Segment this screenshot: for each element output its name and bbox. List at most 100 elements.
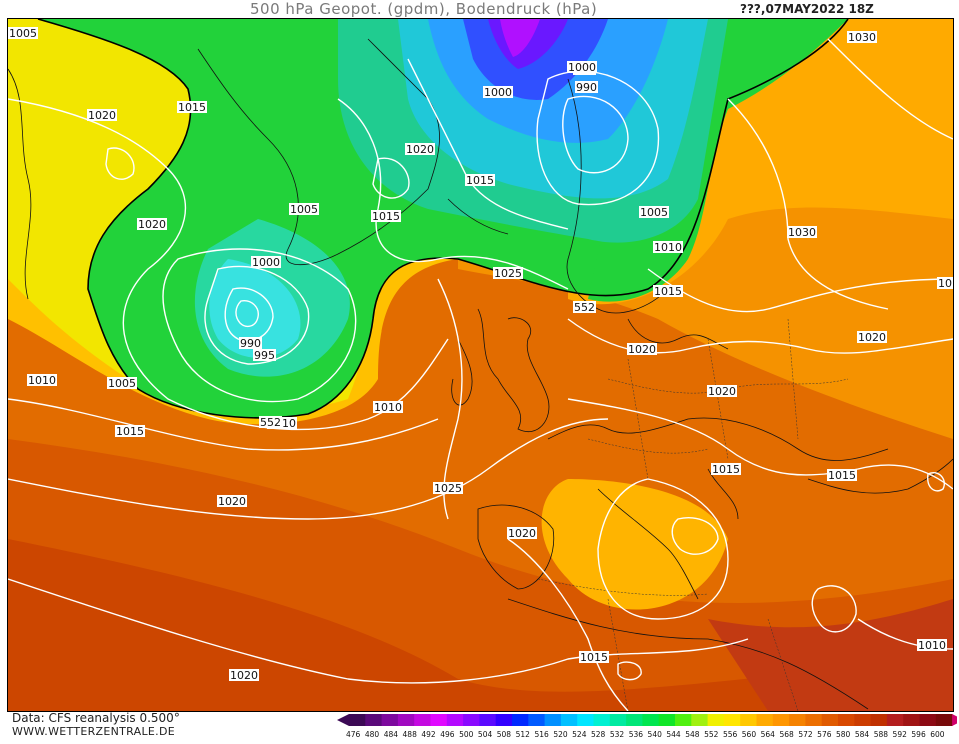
footer: Data: CFS reanalysis 0.500° WWW.WETTERZE… (12, 711, 180, 739)
legend-label: 520 (553, 730, 568, 739)
legend-label: 580 (836, 730, 851, 739)
isobar-label: 1015 (712, 463, 740, 476)
isobar-label: 1020 (508, 527, 536, 540)
run-time-label: ???,07MAY2022 18Z (740, 2, 874, 16)
legend-swatch (838, 714, 855, 726)
legend-label: 480 (365, 730, 380, 739)
legend-swatch (805, 714, 823, 726)
legend-label: 484 (384, 730, 399, 739)
legend-label: 492 (421, 730, 436, 739)
isobar-label-bg (251, 256, 281, 268)
legend-label: 556 (723, 730, 738, 739)
legend-label: 544 (666, 730, 681, 739)
legend-swatch (675, 714, 692, 726)
legend-label: 496 (440, 730, 455, 739)
legend-label: 552 (704, 730, 719, 739)
isobar-label-bg (433, 482, 463, 494)
isobar-label: 1015 (580, 651, 608, 664)
isobar-label: 1015 (372, 210, 400, 223)
isobar-label-bg (639, 206, 669, 218)
band-588 (8, 539, 953, 711)
legend-swatch (495, 714, 513, 726)
isobar-label-bg (575, 81, 598, 93)
isobar-label-bg (373, 401, 403, 413)
legend-label: 560 (742, 730, 757, 739)
isobar-label-bg (137, 218, 167, 230)
legend-arrow-left (337, 714, 349, 726)
legend-swatch (609, 714, 627, 726)
isobar-label-bg (27, 374, 57, 386)
isobar-label: 1015 (466, 174, 494, 187)
legend-label: 596 (911, 730, 926, 739)
isobar-label: 1020 (858, 331, 886, 344)
isobar-label-bg (483, 86, 513, 98)
legend-label: 564 (761, 730, 776, 739)
band-592 (708, 599, 953, 711)
legend-swatch (723, 714, 741, 726)
legend-swatch (349, 714, 366, 726)
isobar-label-bg (627, 343, 657, 355)
legend-swatch (397, 714, 415, 726)
legend-swatch (593, 714, 611, 726)
isobar-label-bg (217, 495, 247, 507)
isobar-label-bg (177, 101, 207, 113)
isobar-label: 1005 (108, 377, 136, 390)
isobar-label: 995 (254, 349, 275, 362)
isobar-label: 1020 (230, 669, 258, 682)
isobar-label: 1015 (178, 101, 206, 114)
isobar-label: 1020 (88, 109, 116, 122)
isobar-label: 1005 (9, 27, 37, 40)
legend-swatch (870, 714, 888, 726)
isobar-label-bg (465, 174, 495, 186)
isobar-label-bg (253, 349, 276, 361)
legend-swatch (512, 714, 529, 726)
isobar-label-bg (579, 651, 609, 663)
isobar-label: 1030 (848, 31, 876, 44)
isobar-label: 1025 (434, 482, 462, 495)
legend-label: 524 (572, 730, 587, 739)
isobar-label-bg (289, 203, 319, 215)
isobar-label-bg (707, 385, 737, 397)
legend-label: 588 (874, 730, 889, 739)
isobar-labels: 1005102010151020101010051015101010009909… (8, 27, 953, 682)
legend-swatch (707, 714, 725, 726)
map-canvas: 1005102010151020101010051015101010009909… (8, 19, 953, 711)
isobar-label: 1000 (484, 86, 512, 99)
legend-label: 592 (893, 730, 908, 739)
legend-label: 512 (516, 730, 531, 739)
isobar-label: 1015 (654, 285, 682, 298)
legend-swatch (560, 714, 578, 726)
isobar-label: 1010 (374, 401, 402, 414)
geopotential-552-contour (37, 19, 849, 419)
legend-swatch (935, 714, 953, 726)
legend-swatch (772, 714, 790, 726)
legend-swatch (381, 714, 399, 726)
isobar-label: 1005 (640, 206, 668, 219)
isobar-label: 1000 (568, 61, 596, 74)
legend-swatch (577, 714, 594, 726)
legend-swatch (756, 714, 774, 726)
legend-label: 584 (855, 730, 870, 739)
isobar-label: 1010 (654, 241, 682, 254)
isobar-label: 1020 (708, 385, 736, 398)
country-borders (537, 318, 849, 711)
legend-label: 508 (497, 730, 512, 739)
isobar-label-bg (857, 331, 887, 343)
isobar-label-bg (653, 285, 683, 297)
legend-swatch (430, 714, 448, 726)
isobar-label-bg (405, 143, 435, 155)
legend-swatch (903, 714, 920, 726)
legend-label: 536 (629, 730, 644, 739)
legend-arrow-right (952, 714, 959, 726)
isobar-label: 1010 (918, 639, 946, 652)
isobar-label: 990 (576, 81, 597, 94)
legend-swatch (544, 714, 562, 726)
legend-swatch (691, 714, 709, 726)
isobar-label: 990 (240, 337, 261, 350)
legend-label: 516 (534, 730, 549, 739)
isobar-label-bg (653, 241, 683, 253)
isobar-label: 1010 (28, 374, 56, 387)
isobar-label-bg (711, 463, 741, 475)
website-credit: WWW.WETTERZENTRALE.DE (12, 725, 175, 738)
legend-swatch (821, 714, 839, 726)
